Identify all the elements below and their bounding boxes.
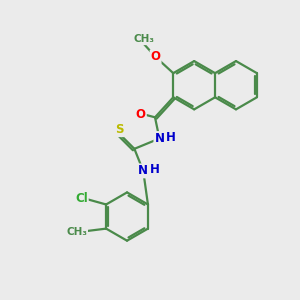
Text: CH₃: CH₃ [133, 34, 154, 44]
Text: O: O [151, 50, 160, 64]
Text: N: N [138, 164, 148, 177]
Text: O: O [136, 108, 146, 121]
Text: H: H [166, 130, 176, 143]
Text: H: H [149, 163, 159, 176]
Text: N: N [154, 132, 164, 145]
Text: Cl: Cl [75, 192, 88, 205]
Text: CH₃: CH₃ [66, 226, 87, 237]
Text: S: S [116, 123, 124, 136]
